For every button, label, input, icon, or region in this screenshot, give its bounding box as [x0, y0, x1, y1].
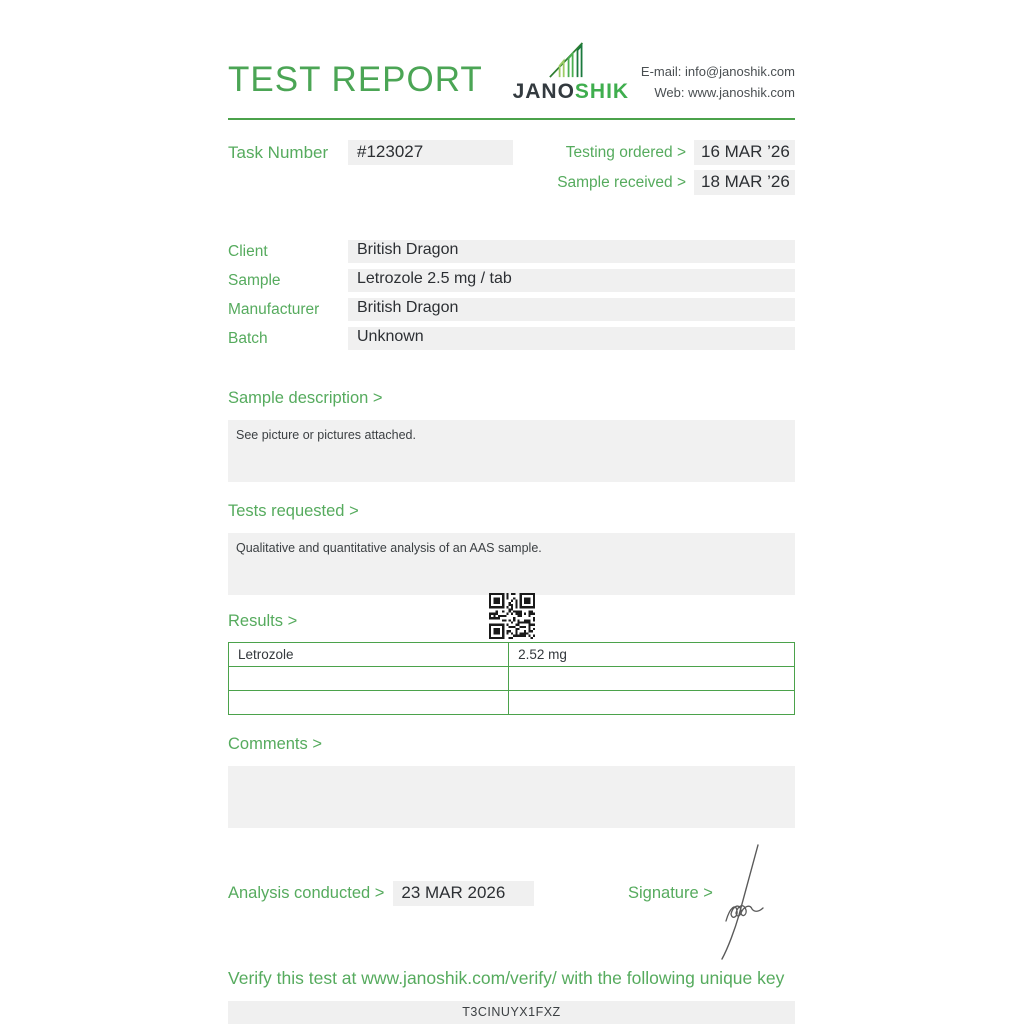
- results-table: Letrozole 2.52 mg: [227, 642, 795, 715]
- qr-code: [488, 593, 535, 639]
- logo-part-jano: JANO: [512, 80, 575, 103]
- table-row: Letrozole 2.52 mg: [227, 642, 795, 667]
- logo-wordmark: JANOSHIK: [513, 80, 630, 104]
- client-value: British Dragon: [348, 240, 795, 263]
- results-heading: Results >: [228, 612, 298, 630]
- dates-block: Testing ordered > 16 MAR ’26 Sample rece…: [557, 140, 795, 200]
- contact-info: E-mail: info@janoshik.com Web: www.janos…: [641, 61, 795, 104]
- manufacturer-row: Manufacturer British Dragon: [228, 298, 795, 321]
- task-number-value: #123027: [348, 140, 513, 165]
- sample-received-value: 18 MAR ’26: [694, 170, 795, 195]
- sample-received-row: Sample received > 18 MAR ’26: [557, 170, 795, 195]
- result-amount: 2.52 mg: [508, 642, 795, 667]
- sample-received-label: Sample received >: [557, 173, 686, 191]
- analysis-date-value: 23 MAR 2026: [393, 880, 535, 906]
- results-section: Results > Letrozole 2.52 mg: [227, 593, 795, 715]
- sample-info-section: Client British Dragon Sample Letrozole 2…: [228, 240, 795, 350]
- tests-requested-section: Tests requested > Qualitative and quanti…: [228, 502, 795, 595]
- result-amount: [508, 690, 795, 715]
- unique-key-value: T3CINUYX1FXZ: [228, 1001, 795, 1024]
- comments-section: Comments >: [228, 735, 795, 828]
- analysis-conducted-label: Analysis conducted >: [228, 883, 385, 902]
- batch-label: Batch: [228, 330, 268, 347]
- sample-value: Letrozole 2.5 mg / tab: [348, 269, 795, 292]
- result-substance: [227, 690, 510, 715]
- tests-requested-heading: Tests requested >: [228, 502, 359, 520]
- batch-row: Batch Unknown: [228, 327, 795, 350]
- contact-web: Web: www.janoshik.com: [654, 85, 795, 101]
- result-substance: [227, 666, 510, 691]
- testing-ordered-label: Testing ordered >: [565, 143, 686, 161]
- header-divider: [228, 118, 795, 120]
- table-row: [227, 666, 795, 691]
- testing-ordered-row: Testing ordered > 16 MAR ’26: [557, 140, 795, 165]
- comments-box: [228, 766, 795, 828]
- manufacturer-label: Manufacturer: [228, 301, 320, 318]
- bar-chart-logo-icon: [549, 42, 583, 78]
- header: TEST REPORT JANOSHIK E-mail: info@janosh…: [228, 38, 795, 104]
- sample-description-section: Sample description > See picture or pict…: [228, 389, 795, 482]
- janoshik-logo: JANOSHIK: [513, 38, 630, 104]
- task-section: Task Number #123027 Testing ordered > 16…: [228, 140, 795, 200]
- sample-label: Sample: [228, 272, 281, 289]
- analysis-signature-row: Analysis conducted > 23 MAR 2026 Signatu…: [228, 844, 795, 960]
- table-row: [227, 690, 795, 715]
- result-amount: [508, 666, 795, 691]
- testing-ordered-value: 16 MAR ’26: [694, 140, 795, 165]
- logo-part-shik: SHIK: [574, 80, 630, 103]
- batch-value: Unknown: [348, 327, 795, 350]
- tests-requested-box: Qualitative and quantitative analysis of…: [228, 533, 795, 595]
- task-number-label: Task Number: [228, 143, 329, 162]
- contact-email: E-mail: info@janoshik.com: [640, 64, 795, 79]
- client-label: Client: [228, 243, 268, 260]
- signature-label: Signature >: [628, 883, 713, 902]
- result-substance: Letrozole: [227, 642, 510, 667]
- page-title: TEST REPORT: [228, 60, 483, 99]
- test-report-document: TEST REPORT JANOSHIK E-mail: info@janosh…: [227, 0, 795, 1024]
- manufacturer-value: British Dragon: [348, 298, 795, 321]
- client-row: Client British Dragon: [228, 240, 795, 263]
- verify-instruction: Verify this test at www.janoshik.com/ver…: [228, 968, 785, 988]
- sample-description-box: See picture or pictures attached.: [228, 420, 795, 482]
- comments-heading: Comments >: [228, 735, 322, 753]
- signature-image: [721, 844, 764, 960]
- sample-row: Sample Letrozole 2.5 mg / tab: [228, 269, 795, 292]
- sample-description-heading: Sample description >: [228, 389, 383, 407]
